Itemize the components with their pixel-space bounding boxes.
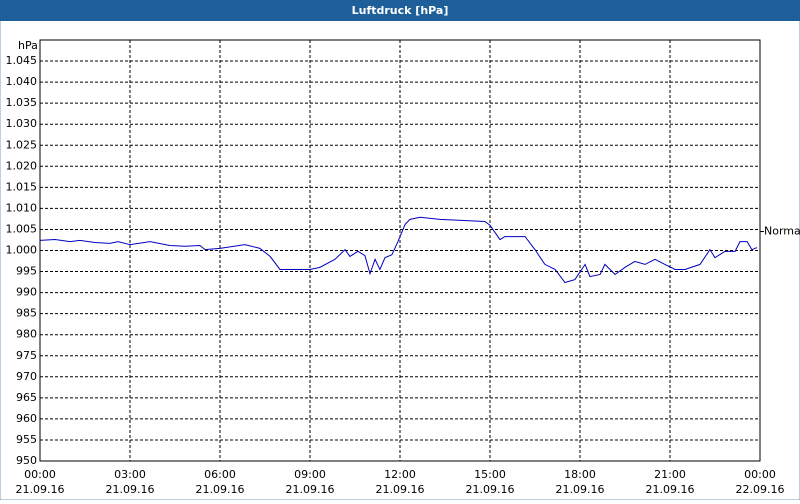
y-tick-label: 960 <box>16 412 37 425</box>
x-tick-label-line: 09:00 <box>294 468 326 481</box>
x-tick-label-line: 21.09.16 <box>196 483 245 496</box>
x-tick-label: 00:00 21.09.16 <box>16 468 65 496</box>
x-tick-label-line: 21.09.16 <box>556 483 605 496</box>
x-tick-label-line: 00:00 <box>24 468 56 481</box>
y-tick-label: 985 <box>16 307 37 320</box>
y-tick-label: 990 <box>16 286 37 299</box>
y-tick-label: 950 <box>16 454 37 467</box>
x-tick-label: 15:00 21.09.16 <box>466 468 515 496</box>
x-tick-label-line: 22.09.16 <box>736 483 785 496</box>
y-tick-label: 1.040 <box>6 75 38 88</box>
y-tick-label: 1.015 <box>6 180 38 193</box>
x-tick-label-line: 21.09.16 <box>376 483 425 496</box>
x-tick-label-line: 18:00 <box>564 468 596 481</box>
x-tick-label-line: 21.09.16 <box>646 483 695 496</box>
x-tick-label: 21:00 21.09.16 <box>646 468 695 496</box>
x-tick-label: 09:00 21.09.16 <box>286 468 335 496</box>
x-tick-label: 00:00 22.09.16 <box>736 468 785 496</box>
y-tick-label: 1.025 <box>6 138 38 151</box>
y-tick-label: 970 <box>16 370 37 383</box>
x-tick-label-line: 21.09.16 <box>16 483 65 496</box>
y-tick-label: 1.045 <box>6 54 38 67</box>
annotation: Normal <box>764 225 800 238</box>
data-line <box>39 216 758 284</box>
title-bar <box>0 0 800 21</box>
x-tick-label-line: 12:00 <box>384 468 416 481</box>
y-tick-label: 955 <box>16 433 37 446</box>
x-tick-label-line: 21.09.16 <box>286 483 335 496</box>
y-tick-label: 975 <box>16 349 37 362</box>
x-tick-label-line: 21.09.16 <box>466 483 515 496</box>
y-tick-label: 965 <box>16 391 37 404</box>
x-tick-label-line: 06:00 <box>204 468 236 481</box>
x-tick-label-line: 03:00 <box>114 468 146 481</box>
y-tick-label: 1.000 <box>6 244 38 257</box>
y-tick-label: 1.035 <box>6 96 38 109</box>
y-tick-label: 1.010 <box>6 201 38 214</box>
y-axis-label: hPa <box>18 39 38 52</box>
chart-title: Luftdruck [hPa] <box>352 4 449 17</box>
x-tick-label: 12:00 21.09.16 <box>376 468 425 496</box>
x-tick-label-line: 21:00 <box>654 468 686 481</box>
y-tick-label: 1.005 <box>6 222 38 235</box>
y-tick-label: 1.020 <box>6 159 38 172</box>
x-tick-label-line: 15:00 <box>474 468 506 481</box>
x-tick-label: 03:00 21.09.16 <box>106 468 155 496</box>
y-tick-label: 995 <box>16 265 37 278</box>
x-tick-label: 06:00 21.09.16 <box>196 468 245 496</box>
y-tick-label: 980 <box>16 328 37 341</box>
y-tick-label: 1.030 <box>6 117 38 130</box>
x-tick-label-line: 21.09.16 <box>106 483 155 496</box>
x-tick-label: 18:00 21.09.16 <box>556 468 605 496</box>
x-tick-label-line: 00:00 <box>744 468 776 481</box>
